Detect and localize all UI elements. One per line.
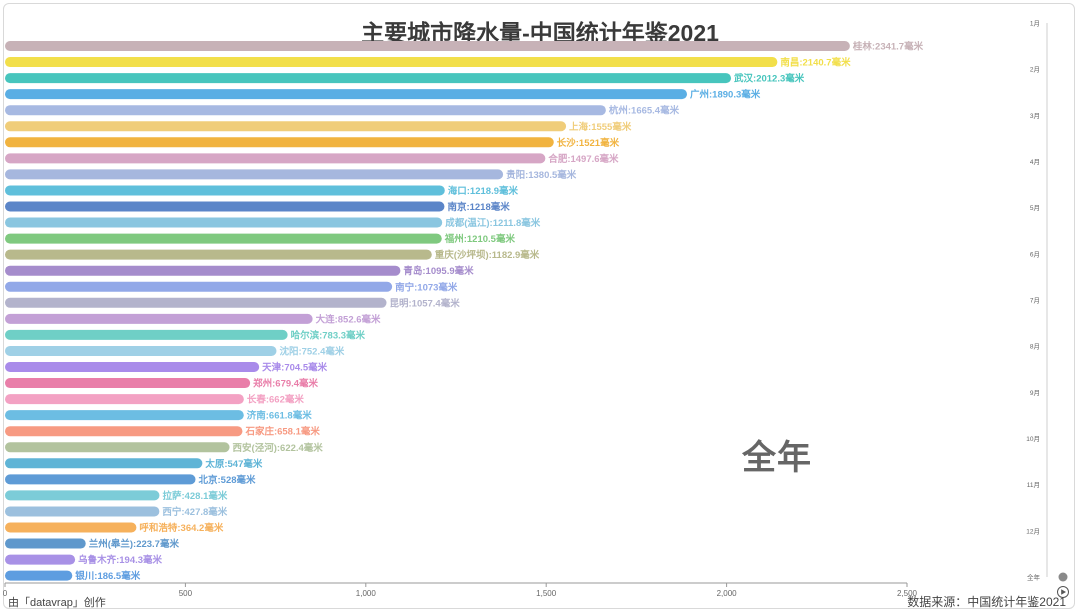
- bar-label: 杭州:1665.4毫米: [609, 105, 680, 117]
- bar-label: 西安(泾河):622.4毫米: [233, 442, 324, 454]
- bar-label: 大连:852.6毫米: [316, 313, 381, 325]
- bar-label: 沈阳:752.4毫米: [279, 345, 344, 357]
- bar-label: 重庆(沙坪坝):1182.9毫米: [435, 249, 540, 261]
- bar: [5, 490, 160, 501]
- bar-label: 昆明:1057.4毫米: [390, 297, 461, 309]
- bar: [5, 265, 401, 276]
- bar-label: 合肥:1497.6毫米: [548, 153, 619, 165]
- bar-label: 石家庄:658.1毫米: [244, 426, 320, 438]
- bar: [5, 474, 196, 485]
- bar: [5, 57, 778, 68]
- bar: [5, 313, 313, 324]
- period-label: 全年: [742, 439, 812, 477]
- timeline-label[interactable]: 5月: [1030, 204, 1040, 212]
- bar: [5, 153, 546, 164]
- bar: [5, 506, 160, 517]
- x-tick-label: 1,500: [536, 589, 557, 598]
- bar-label: 贵阳:1380.5毫米: [506, 169, 577, 181]
- bar-label: 南京:1218毫米: [447, 201, 510, 213]
- bar: [5, 281, 393, 292]
- bar: [5, 249, 432, 260]
- timeline-label[interactable]: 全年: [1027, 573, 1041, 582]
- bar-label: 上海:1555毫米: [569, 121, 632, 133]
- bar: [5, 41, 850, 51]
- bar: [5, 522, 137, 533]
- source-text: 数据来源：中国统计年鉴2021: [907, 595, 1066, 609]
- bar-label: 天津:704.5毫米: [262, 362, 327, 374]
- bar-label: 银川:186.5毫米: [75, 570, 140, 582]
- timeline-label[interactable]: 8月: [1030, 343, 1040, 351]
- bar: [5, 345, 277, 356]
- timeline-label[interactable]: 6月: [1030, 250, 1040, 258]
- bar-label: 拉萨:428.1毫米: [162, 490, 227, 502]
- x-tick-label: 1,000: [356, 589, 377, 598]
- bar: [5, 410, 244, 421]
- bar: [5, 105, 606, 116]
- bar-label: 长春:662毫米: [247, 394, 305, 406]
- timeline-label[interactable]: 2月: [1030, 66, 1040, 74]
- timeline-label[interactable]: 3月: [1030, 112, 1040, 120]
- bar-label: 长沙:1521毫米: [557, 137, 620, 149]
- x-tick-label: 0: [3, 589, 8, 598]
- bar: [5, 538, 86, 549]
- bar: [5, 458, 203, 469]
- bar-label: 南宁:1073毫米: [395, 281, 458, 293]
- credit-text: 由「datavrap」创作: [8, 597, 106, 609]
- bar: [5, 217, 443, 228]
- bar: [5, 89, 688, 100]
- timeline-label[interactable]: 4月: [1030, 158, 1040, 166]
- bar: [5, 394, 244, 405]
- bar-label: 乌鲁木齐:194.3毫米: [78, 554, 162, 566]
- bar: [5, 329, 288, 340]
- bar-label: 北京:528毫米: [199, 474, 257, 486]
- bar: [5, 378, 251, 389]
- bar-label: 福州:1210.5毫米: [444, 233, 516, 245]
- bar: [5, 570, 73, 581]
- bar-label: 呼和浩特:364.2毫米: [139, 522, 223, 534]
- bar: [5, 297, 387, 308]
- bar-label: 兰州(皋兰):223.7毫米: [89, 538, 180, 550]
- x-tick-label: 500: [179, 589, 193, 598]
- bar: [5, 554, 76, 565]
- timeline-label[interactable]: 10月: [1026, 435, 1040, 443]
- timeline-label[interactable]: 11月: [1027, 481, 1040, 489]
- x-tick-label: 2,500: [897, 589, 918, 598]
- x-tick-label: 2,000: [717, 589, 738, 598]
- timeline-label[interactable]: 7月: [1030, 297, 1040, 305]
- bar: [5, 233, 442, 244]
- bar-label: 桂林:2341.7毫米: [852, 41, 924, 53]
- bar-label: 青岛:1095.9毫米: [403, 265, 474, 277]
- bar-label: 武汉:2012.3毫米: [734, 73, 805, 85]
- bar: [5, 185, 445, 196]
- timeline-label[interactable]: 1月: [1030, 20, 1040, 28]
- bar-label: 哈尔滨:783.3毫米: [291, 329, 366, 341]
- bar: [5, 169, 504, 180]
- bar: [5, 121, 567, 132]
- bar: [5, 137, 554, 148]
- timeline-label[interactable]: 9月: [1030, 389, 1040, 397]
- bar-label: 太原:547毫米: [205, 458, 263, 470]
- bar-label: 济南:661.8毫米: [247, 410, 312, 422]
- play-icon[interactable]: [1061, 589, 1066, 595]
- play-button[interactable]: [1057, 586, 1069, 598]
- timeline-label[interactable]: 12月: [1026, 527, 1040, 535]
- chart-frame: [3, 3, 1075, 609]
- bar-label: 广州:1890.3毫米: [690, 89, 761, 101]
- bar: [5, 201, 445, 212]
- timeline-handle[interactable]: [1058, 572, 1068, 582]
- bar-label: 西宁:427.8毫米: [162, 506, 227, 518]
- bar-label: 南昌:2140.7毫米: [780, 57, 851, 69]
- bar-label: 海口:1218.9毫米: [448, 185, 519, 197]
- bar: [5, 362, 260, 372]
- bar: [5, 73, 732, 84]
- bar-label: 成都(温江):1211.8毫米: [445, 217, 541, 229]
- bar: [5, 426, 243, 437]
- bar: [5, 442, 230, 453]
- bar-label: 郑州:679.4毫米: [253, 378, 318, 390]
